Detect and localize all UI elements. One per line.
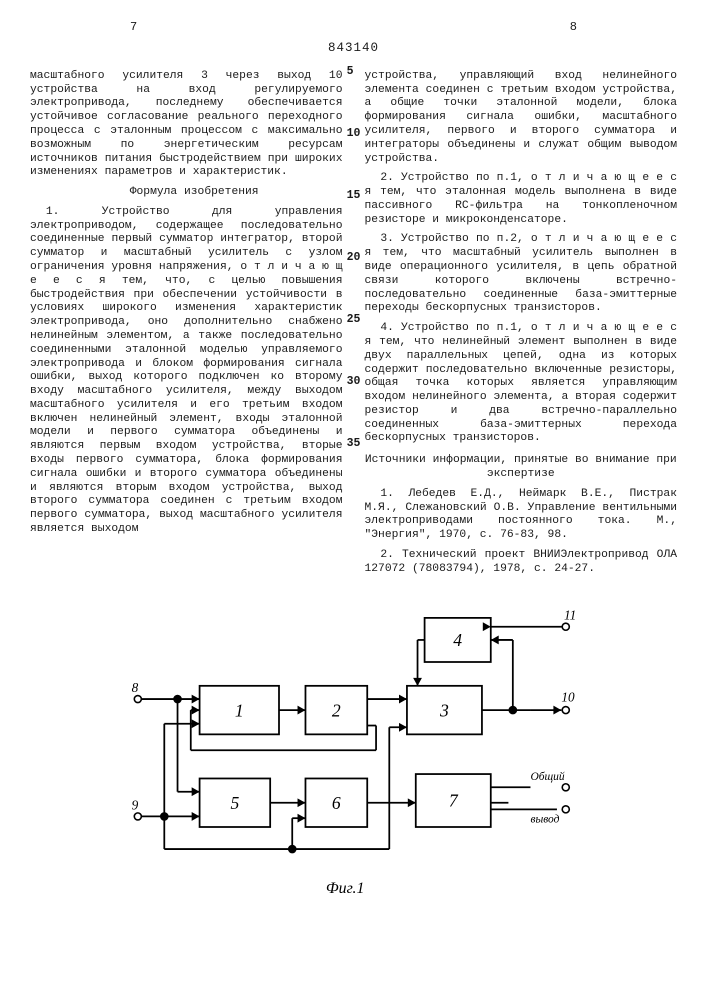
sources-heading: Источники информации, принятые во вниман… bbox=[365, 454, 678, 482]
claim-2: 2. Устройство по п.1, о т л и ч а ю щ е … bbox=[365, 172, 678, 227]
svg-text:6: 6 bbox=[331, 793, 340, 813]
line-num: 25 bbox=[347, 313, 361, 327]
line-num: 15 bbox=[347, 189, 361, 203]
svg-text:9: 9 bbox=[131, 798, 138, 813]
left-para-1: масштабного усилителя 3 через выход 10 у… bbox=[30, 70, 343, 180]
document-number: 843140 bbox=[30, 41, 677, 56]
claim-3: 3. Устройство по п.2, о т л и ч а ю щ е … bbox=[365, 233, 678, 316]
page-right: 8 bbox=[570, 20, 577, 35]
svg-text:2: 2 bbox=[331, 701, 340, 721]
svg-text:вывод: вывод bbox=[530, 814, 559, 826]
claim-1: 1. Устройство для управления электроприв… bbox=[30, 206, 343, 537]
figure-1-diagram: 4 1 2 3 5 6 7 8 9 10 11 Общий вывод Фиг.1 bbox=[84, 602, 624, 902]
line-num: 30 bbox=[347, 375, 361, 389]
right-column: устройства, управляющий вход нелинейного… bbox=[365, 70, 678, 583]
left-column: масштабного усилителя 3 через выход 10 у… bbox=[30, 70, 343, 583]
source-2: 2. Технический проект ВНИИЭлектропривод … bbox=[365, 549, 678, 577]
figure-1-wrap: 4 1 2 3 5 6 7 8 9 10 11 Общий вывод Фиг.1 bbox=[30, 602, 677, 902]
line-num: 5 bbox=[347, 65, 361, 79]
svg-text:5: 5 bbox=[230, 793, 239, 813]
source-1: 1. Лебедев Е.Д., Неймарк В.Е., Пистрак М… bbox=[365, 488, 678, 543]
svg-text:8: 8 bbox=[131, 680, 138, 695]
svg-text:10: 10 bbox=[561, 690, 575, 705]
page-left: 7 bbox=[130, 20, 137, 35]
claims-heading: Формула изобретения bbox=[30, 186, 343, 200]
right-para-cont: устройства, управляющий вход нелинейного… bbox=[365, 70, 678, 166]
line-num: 10 bbox=[347, 127, 361, 141]
line-num: 35 bbox=[347, 437, 361, 451]
svg-text:4: 4 bbox=[453, 631, 462, 651]
svg-text:7: 7 bbox=[448, 791, 458, 811]
svg-text:Общий: Общий bbox=[530, 771, 564, 784]
svg-text:1: 1 bbox=[234, 701, 243, 721]
svg-text:3: 3 bbox=[439, 701, 449, 721]
page-numbers: 7 8 bbox=[30, 20, 677, 35]
line-num: 20 bbox=[347, 251, 361, 265]
line-number-gutter: 5 10 15 20 25 30 35 bbox=[347, 65, 361, 451]
claim-4: 4. Устройство по п.1, о т л и ч а ю щ е … bbox=[365, 322, 678, 446]
svg-text:11: 11 bbox=[564, 608, 576, 623]
svg-text:Фиг.1: Фиг.1 bbox=[325, 881, 364, 898]
